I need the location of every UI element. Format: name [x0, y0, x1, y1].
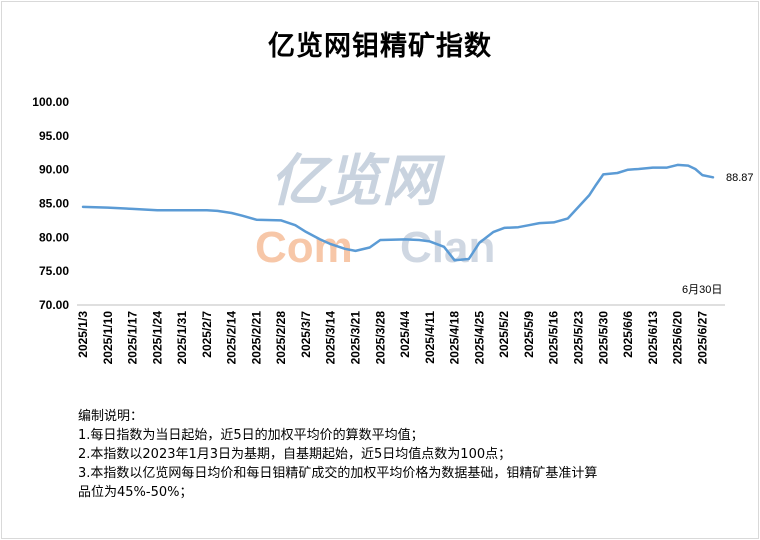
y-tick-label: 75.00	[39, 264, 69, 278]
x-tick-label: 2025/2/28	[274, 311, 288, 365]
notes-item-1: 1.每日指数为当日起始，近5日的加权平均价的算数平均值；	[78, 428, 424, 443]
last-value-label: 88.87	[726, 172, 754, 184]
y-axis-ticks: 100.00 95.00 90.00 85.00 80.00 75.00 70.00	[32, 95, 69, 312]
notes-heading: 编制说明：	[78, 409, 144, 424]
x-tick-label: 2025/5/16	[547, 311, 561, 365]
chart-title: 亿览网钼精矿指数	[268, 31, 492, 62]
x-tick-label: 2025/5/9	[522, 311, 536, 358]
x-tick-label: 2025/6/20	[671, 311, 685, 365]
watermark: 亿览网 Com Clan	[255, 149, 495, 272]
x-tick-label: 2025/3/14	[324, 311, 338, 365]
watermark-line1: 亿览网	[270, 149, 446, 214]
series-lines	[81, 163, 715, 262]
x-tick-label: 2025/1/24	[150, 311, 164, 365]
y-tick-label: 90.00	[39, 163, 69, 177]
x-tick-label: 2025/3/7	[299, 311, 313, 358]
x-tick-label: 2025/6/6	[621, 311, 635, 358]
x-tick-label: 2025/1/31	[175, 311, 189, 365]
x-tick-label: 2025/2/21	[249, 311, 263, 365]
notes-item-3: 3.本指数以亿览网每日均价和每日钼精矿成交的加权平均价格为数据基础，钼精矿基准计…	[78, 466, 598, 481]
y-tick-label: 80.00	[39, 230, 69, 244]
notes-item-4: 品位为45%-50%；	[78, 485, 193, 500]
y-tick-label: 70.00	[39, 298, 69, 312]
x-tick-label: 2025/1/3	[76, 311, 90, 358]
y-tick-label: 85.00	[39, 197, 69, 211]
x-tick-label: 2025/5/30	[596, 311, 610, 365]
watermark-line2-b: Clan	[400, 223, 495, 272]
x-tick-label: 2025/6/13	[646, 311, 660, 365]
x-tick-label: 2025/5/23	[571, 311, 585, 365]
x-tick-label: 2025/2/7	[200, 311, 214, 358]
y-tick-label: 100.00	[32, 95, 69, 109]
x-tick-label: 2025/3/21	[349, 311, 363, 365]
series-line	[81, 163, 715, 262]
last-date-label: 6月30日	[682, 284, 722, 296]
x-tick-label: 2025/4/4	[398, 311, 412, 358]
x-tick-label: 2025/4/18	[448, 311, 462, 365]
x-tick-label: 2025/4/11	[423, 311, 437, 364]
notes-item-2: 2.本指数以2023年1月3日为基期，自基期起始，近5日均值点数为100点；	[78, 447, 512, 462]
x-tick-label: 2025/5/2	[497, 311, 511, 358]
x-tick-label: 2025/2/14	[225, 311, 239, 365]
notes: 编制说明： 1.每日指数为当日起始，近5日的加权平均价的算数平均值； 2.本指数…	[78, 407, 698, 502]
y-tick-label: 95.00	[39, 129, 69, 143]
x-tick-label: 2025/1/17	[126, 311, 140, 365]
x-axis-ticks: 2025/1/3 2025/1/10 2025/1/17 2025/1/24 2025/…	[76, 311, 709, 365]
x-tick-label: 2025/3/28	[373, 311, 387, 365]
x-tick-label: 2025/6/27	[695, 311, 709, 365]
x-tick-label: 2025/1/10	[101, 311, 115, 365]
x-tick-label: 2025/4/25	[472, 311, 486, 365]
